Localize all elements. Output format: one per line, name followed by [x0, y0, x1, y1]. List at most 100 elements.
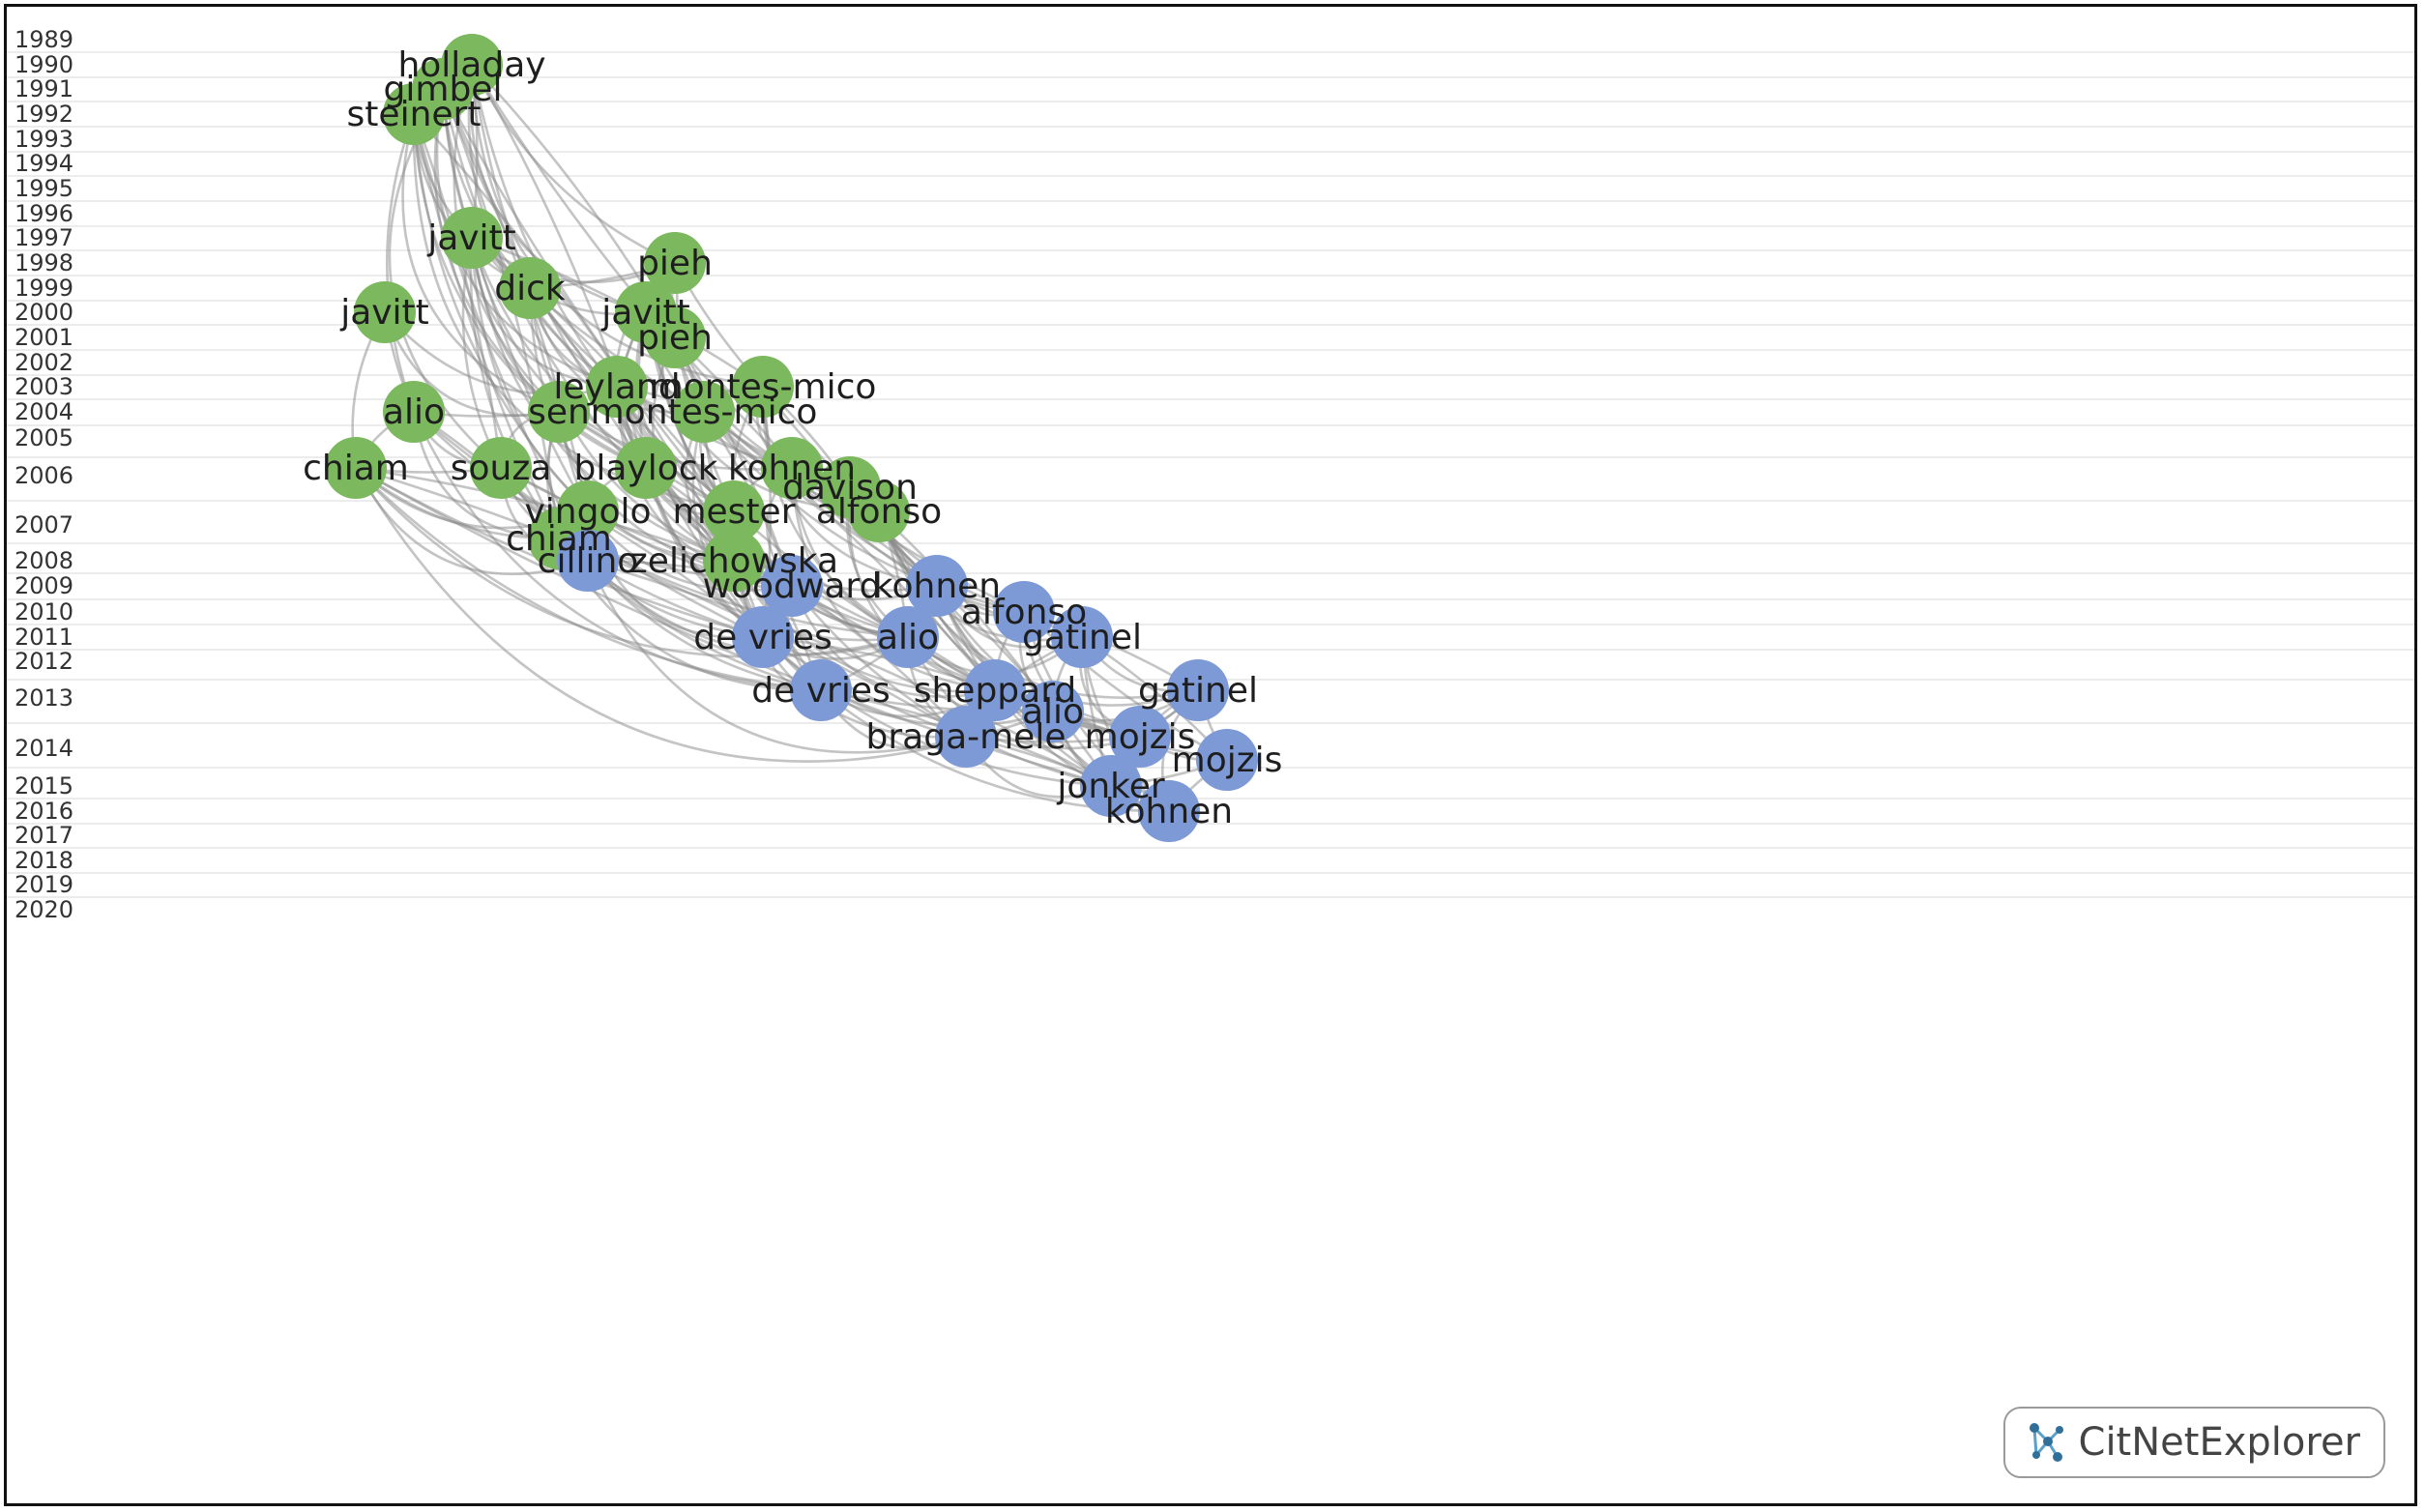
publication-label-leyland-2003: leyland	[553, 367, 680, 407]
publication-label-alio-2011: alio	[877, 618, 939, 657]
publication-label-sheppard-2013: sheppard	[914, 671, 1077, 711]
citation-edge	[401, 113, 560, 414]
year-label-2010: 2010	[15, 598, 73, 625]
publication-node-alfonso-2007[interactable]	[848, 480, 910, 542]
citation-edge	[499, 467, 822, 692]
publication-node-mojzis-2014a[interactable]	[1109, 706, 1171, 768]
publication-label-chiam-2007: chiam	[506, 519, 612, 559]
publication-node-souza-2006[interactable]	[470, 437, 532, 499]
publication-label-gimbel-1991: gimbel	[384, 70, 503, 109]
year-label-2002: 2002	[15, 349, 73, 376]
publication-label-steinert-1992: steinert	[347, 95, 482, 134]
publication-node-chiam-2006[interactable]	[325, 437, 387, 499]
year-label-1994: 1994	[15, 150, 73, 177]
citnet-logo-icon	[2029, 1423, 2063, 1462]
year-label-1998: 1998	[15, 249, 73, 276]
publication-node-kohnen-2006[interactable]	[761, 437, 823, 499]
publication-node-alfonso-2010[interactable]	[993, 581, 1055, 643]
citation-edge	[441, 88, 735, 563]
publication-node-montes-mico-2003[interactable]	[732, 356, 794, 418]
year-label-2001: 2001	[15, 324, 73, 351]
publication-label-davison-2006: davison	[782, 468, 918, 508]
year-label-2014: 2014	[15, 735, 73, 762]
citation-edge	[469, 64, 647, 314]
publication-node-javitt-1997[interactable]	[441, 207, 503, 269]
citation-edge	[644, 467, 909, 642]
citation-edge	[470, 237, 590, 512]
year-label-1991: 1991	[15, 75, 73, 102]
publication-node-zelichowska-2008[interactable]	[703, 530, 765, 592]
publication-node-steinert-1992[interactable]	[383, 83, 445, 145]
year-label-1989: 1989	[15, 26, 73, 53]
publication-label-cillino-2008: cillino	[538, 541, 639, 581]
publication-label-gatinel-2011: gatinel	[1022, 618, 1142, 657]
publication-label-kohnen-2016: kohnen	[1105, 792, 1233, 831]
publication-node-dick-1999[interactable]	[499, 257, 561, 319]
citation-edge	[412, 113, 647, 470]
citation-edge	[528, 287, 735, 563]
citation-edge	[355, 466, 967, 739]
publication-label-jonker-2015: jonker	[1056, 767, 1165, 806]
publication-node-montes-mico-2004[interactable]	[673, 381, 735, 443]
publication-label-de-vries-2013: de vries	[751, 671, 890, 711]
publication-node-pieh-1998[interactable]	[644, 232, 706, 294]
publication-node-kohnen-2016[interactable]	[1138, 780, 1200, 842]
publication-node-de-vries-2011[interactable]	[732, 606, 794, 668]
year-label-1997: 1997	[15, 224, 73, 251]
year-axis: 1989199019911992199319941995199619971998…	[15, 26, 73, 923]
publication-node-alio-2004[interactable]	[383, 381, 445, 443]
citation-edge	[762, 636, 1054, 727]
publication-node-leyland-2003[interactable]	[586, 356, 648, 418]
citation-edge	[355, 466, 1112, 788]
year-label-2015: 2015	[15, 772, 73, 800]
publication-node-mojzis-2014b[interactable]	[1196, 729, 1258, 791]
publication-node-de-vries-2013[interactable]	[790, 659, 852, 721]
citation-edge	[1023, 611, 1228, 762]
publication-label-kohnen-2006: kohnen	[728, 449, 856, 488]
year-label-1999: 1999	[15, 275, 73, 302]
publication-node-pieh-2001[interactable]	[644, 306, 706, 368]
publication-node-blaylock-2006[interactable]	[615, 437, 677, 499]
year-label-2020: 2020	[15, 896, 73, 923]
publication-label-vingolo-2007: vingolo	[524, 492, 651, 532]
publication-label-zelichowska-2008: zelichowska	[629, 541, 838, 581]
citation-edge	[586, 560, 967, 754]
publication-node-braga-mele-2014[interactable]	[935, 706, 997, 768]
publication-node-gatinel-2011[interactable]	[1051, 606, 1113, 668]
publication-node-kohnen-2009[interactable]	[906, 555, 968, 617]
year-label-2006: 2006	[15, 462, 73, 489]
publication-label-mojzis-2014a: mojzis	[1085, 717, 1196, 757]
publication-node-alio-2013[interactable]	[1022, 681, 1084, 742]
publication-label-montes-mico-2003: montes-mico	[650, 367, 877, 407]
year-label-2018: 2018	[15, 847, 73, 874]
citation-network-graph[interactable]: 1989199019911992199319941995199619971998…	[7, 7, 2414, 1503]
publication-label-montes-mico-2004: montes-mico	[591, 393, 818, 432]
year-label-2004: 2004	[15, 398, 73, 425]
publication-label-blaylock-2006: blaylock	[574, 449, 718, 488]
publication-node-sen-2004[interactable]	[528, 381, 590, 443]
citation-network-panel: 1989 1990 1991 1992 1993 1994 1995 1996 1997 1998…	[4, 4, 2417, 1506]
citation-edge	[790, 585, 996, 698]
publication-node-gatinel-2013[interactable]	[1167, 659, 1229, 721]
publication-label-alfonso-2010: alfonso	[961, 593, 1087, 632]
publication-nodes[interactable]	[325, 34, 1258, 842]
publication-node-jonker-2015[interactable]	[1080, 755, 1142, 817]
publication-node-mester-2007[interactable]	[703, 480, 765, 542]
year-label-2009: 2009	[15, 572, 73, 599]
citation-edge	[587, 560, 822, 692]
publication-label-mojzis-2014b: mojzis	[1172, 741, 1283, 780]
year-label-2008: 2008	[15, 547, 73, 574]
year-label-1996: 1996	[15, 200, 73, 227]
publication-node-cillino-2008[interactable]	[557, 530, 619, 592]
publication-label-alfonso-2007: alfonso	[816, 492, 942, 532]
publication-label-woodward-2009: woodward	[703, 567, 882, 606]
publication-node-alio-2011[interactable]	[877, 606, 939, 668]
publication-node-javitt-2000a[interactable]	[354, 281, 416, 343]
year-label-1992: 1992	[15, 101, 73, 128]
citation-edge	[435, 88, 618, 389]
publication-node-woodward-2009[interactable]	[761, 555, 823, 617]
publication-node-sheppard-2013[interactable]	[964, 659, 1026, 721]
publication-label-javitt-2000a: javitt	[339, 293, 429, 333]
year-label-2005: 2005	[15, 424, 73, 451]
citation-edge	[385, 113, 416, 413]
